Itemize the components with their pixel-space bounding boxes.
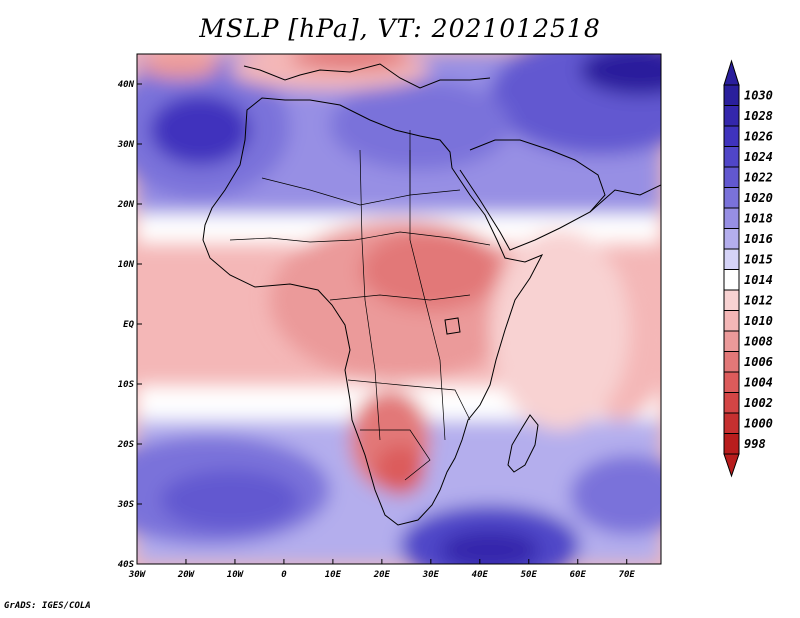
colorbar-label: 1000 [744,416,773,430]
colorbar-label: 1018 [744,211,773,225]
colorbar-swatch [723,84,740,106]
asia-coastline [589,184,661,213]
lon-tick-label: 20E [373,570,391,580]
lat-tick-label: 10N [118,260,135,270]
colorbar-swatch [723,146,740,168]
border-south [347,379,471,421]
border-east [409,150,446,441]
colorbar-label: 1016 [744,232,773,246]
colorbar-label: 1024 [744,150,773,164]
colorbar-label: 1014 [744,273,773,287]
colorbar-label: 1008 [744,334,773,348]
country-borders [229,130,491,481]
lat-tick-label: 40N [118,80,135,90]
madagascar-coastline [507,414,539,473]
colorbar-swatch [723,371,740,393]
lon-tick-label: 10E [325,570,342,580]
lat-tick-label: 20N [117,200,135,210]
colorbar-swatch [723,330,740,352]
colorbar-label: 1002 [744,396,773,410]
lon-tick-label: 50E [521,570,538,580]
colorbar-label: 1020 [744,191,773,205]
colorbar-swatch [723,228,740,250]
lat-tick-label: 40S [118,560,135,570]
colorbar-swatch [723,392,740,414]
lake-victoria [444,317,461,335]
latitude-ticks: 40N 30N 20N 10N EQ 10S 20S 30S 40S [117,80,142,570]
lat-tick-label: 30N [117,140,135,150]
colorbar-swatch [723,269,740,291]
lat-tick-label: 10S [118,380,135,390]
colorbar-label: 1022 [744,170,773,184]
colorbar-label: 1028 [744,109,773,123]
lon-tick-label: 60E [570,570,587,580]
lat-tick-label: 20S [117,440,135,450]
colorbar-swatch [723,105,740,127]
colorbar-label: 1010 [744,314,773,328]
colorbar-swatch [723,187,740,209]
colorbar-swatch [723,207,740,229]
colorbar-label: 1015 [744,252,773,266]
colorbar-label: 1026 [744,129,773,143]
colorbar-swatch [723,248,740,270]
europe-coastline [243,63,491,89]
border-sahel [229,231,491,246]
border-sahara-north [261,177,461,206]
lat-tick-label: EQ [123,320,134,330]
lon-tick-label: 0 [281,570,287,580]
pressure-field [137,54,661,564]
colorbar-swatch [723,412,740,434]
colorbar-label: 1006 [744,355,773,369]
africa-coastline [202,97,544,526]
lon-tick-label: 20W [177,570,196,580]
border-southern [360,429,431,481]
lon-tick-label: 40E [472,570,489,580]
colorbar-swatch [723,433,740,455]
colorbar-label: 1004 [744,375,773,389]
lon-tick-label: 10W [227,570,245,580]
longitude-ticks: 30W 20W 10W 0 10E 20E 30E 40E 50E 60E 70E [128,559,636,580]
lon-tick-label: 30E [422,570,440,580]
arabia-coastline [459,139,606,251]
colorbar-label: 1012 [744,293,773,307]
lat-tick-label: 30S [117,500,135,510]
lon-tick-label: 70E [619,570,636,580]
colorbar-label: 1030 [744,88,773,102]
plot-frame [136,53,662,565]
colorbar: 1030 1028 1026 1024 1022 1020 1018 1016 1015 1014… [723,59,773,478]
border-meridian [359,149,381,441]
grads-credit: GrADS: IGES/COLA [4,601,91,611]
colorbar-swatch [723,351,740,373]
colorbar-arrow-top [723,59,740,86]
colorbar-swatch [723,310,740,332]
colorbar-swatch [723,166,740,188]
colorbar-arrow-bottom [723,453,740,478]
border-central [329,294,471,301]
colorbar-label: 998 [744,437,766,451]
colorbar-swatch [723,125,740,147]
lon-tick-label: 30W [128,570,147,580]
map-title: MSLP [hPa], VT: 2021012518 [199,14,601,43]
colorbar-swatch [723,289,740,311]
coastlines [202,63,661,526]
